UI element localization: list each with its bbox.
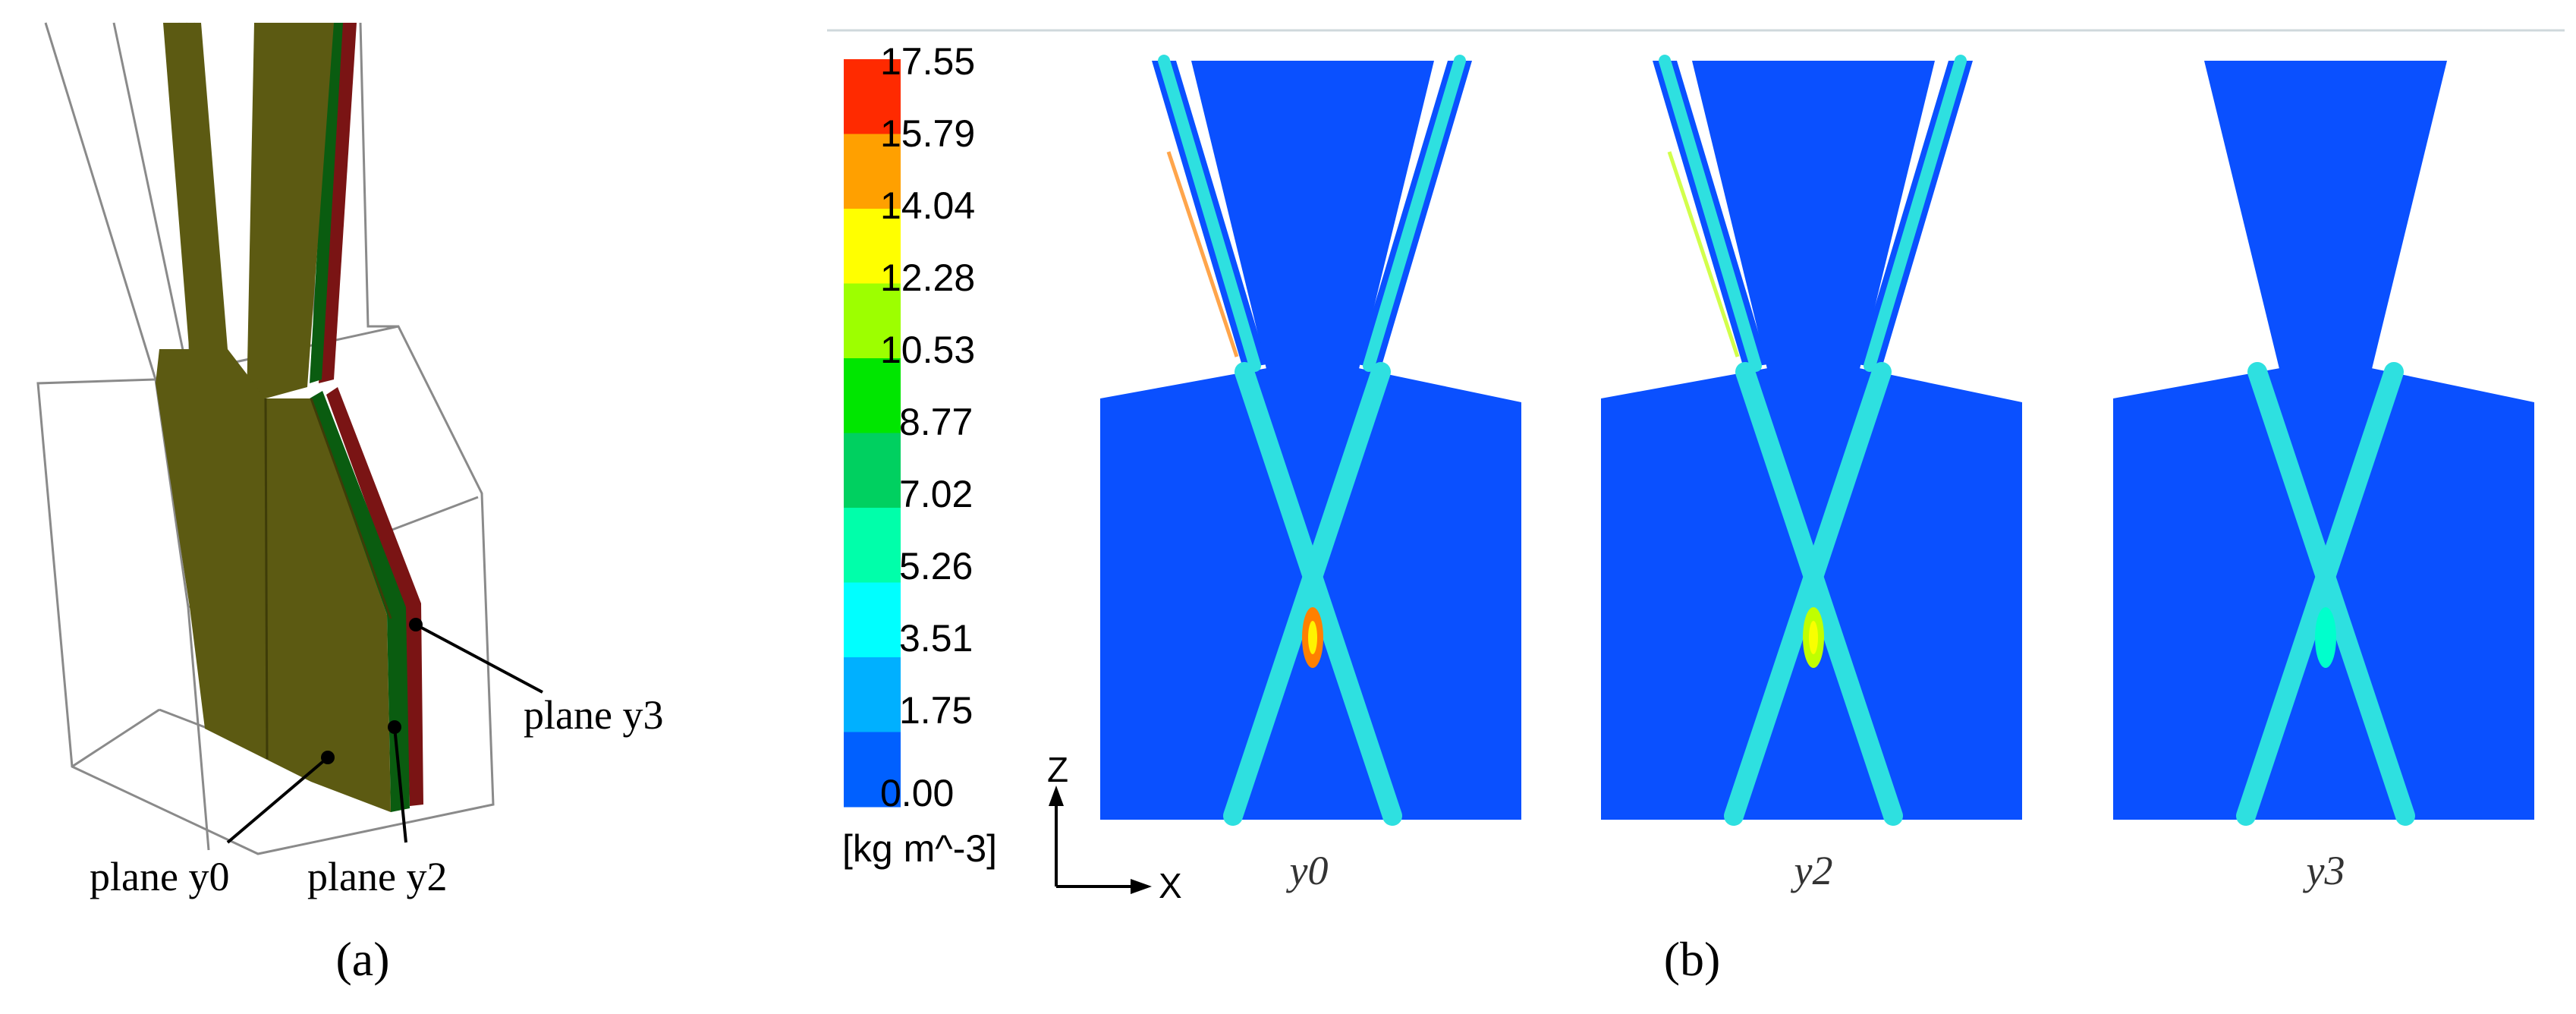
panel-b-label: (b) (1664, 932, 1721, 986)
upper-sheet-right (247, 23, 334, 402)
colorbar-swatch (844, 732, 901, 808)
panel-b: 17.55 15.79 14.04 12.28 10.53 8.77 7.02 … (827, 29, 2565, 986)
jet-collision-peak (2315, 607, 2336, 668)
axis-triad (1049, 786, 1152, 894)
jet-crossing-b (2236, 362, 2404, 826)
callout-y3 (409, 618, 543, 694)
plane-y0-edge (264, 398, 269, 760)
plane-y0-label: plane y0 (90, 854, 229, 899)
jet-upper-right (1864, 55, 1967, 372)
colorbar-swatch (844, 59, 901, 134)
colorbar (844, 59, 901, 808)
colorbar-tick: 7.02 (899, 473, 973, 515)
plane-y3-label: plane y3 (524, 692, 663, 738)
colorbar-swatch (844, 582, 901, 658)
plane-y0-edge-2 (310, 398, 392, 619)
jet-crossing-a (2247, 362, 2415, 826)
axis-z-label: Z (1047, 750, 1068, 789)
upper-sheet-left (163, 23, 228, 357)
jet-collision-core (1308, 621, 1317, 654)
colorbar-tick: 3.51 (899, 617, 973, 660)
colorbar-unit: [kg m^-3] (842, 827, 997, 870)
colorbar-tick: 5.26 (899, 545, 973, 587)
upper-sheet-y2 (310, 23, 343, 383)
colorbar-tick: 12.28 (880, 257, 975, 299)
contour-label-y3: y3 (2303, 848, 2345, 893)
jet-crossing-b (1223, 362, 1391, 826)
jet-upper-right (1363, 55, 1466, 372)
jet-upper-left (1659, 55, 1762, 372)
colorbar-tick: 10.53 (880, 329, 975, 371)
nozzle-funnel (2204, 61, 2447, 372)
colorbar-tick: 15.79 (880, 112, 975, 155)
colorbar-tick: 0.00 (880, 772, 954, 814)
jet-core-left (1166, 151, 1239, 357)
colorbar-swatch (844, 283, 901, 359)
jet-crossing-a (1735, 362, 1903, 826)
colorbar-swatch (844, 508, 901, 583)
jet-collision-core (1809, 621, 1818, 654)
colorbar-swatch (844, 358, 901, 433)
jet-crossing-b (1724, 362, 1892, 826)
contour-plot-y2 (1601, 55, 2022, 826)
colorbar-tick: 1.75 (899, 689, 973, 732)
contour-label-y2: y2 (1791, 848, 1833, 893)
contour-plot-y0 (1100, 55, 1521, 826)
colorbar-ticks: 17.55 15.79 14.04 12.28 10.53 8.77 7.02 … (880, 40, 975, 814)
axis-x-label: X (1159, 866, 1182, 905)
plane-y0-sheet (156, 349, 391, 812)
colorbar-swatch (844, 209, 901, 284)
plane-y2-label: plane y2 (307, 854, 447, 899)
plane-y3-sheet (326, 387, 423, 806)
callout-y2 (388, 720, 407, 843)
jet-crossing-a (1235, 362, 1402, 826)
nozzle-funnel (1191, 61, 1434, 372)
callout-y0 (226, 751, 335, 844)
colorbar-tick: 14.04 (880, 184, 975, 227)
jet-upper-left (1158, 55, 1261, 372)
upper-sheet-y3 (319, 23, 357, 383)
panel-a-label: (a) (335, 932, 389, 986)
jet-core-left (1667, 151, 1740, 357)
colorbar-tick: 17.55 (880, 40, 975, 83)
colorbar-tick: 8.77 (899, 401, 973, 443)
contour-label-y0: y0 (1286, 848, 1329, 893)
colorbar-swatch (844, 657, 901, 732)
contour-plot-y3 (2113, 61, 2534, 826)
colorbar-swatch (844, 134, 901, 209)
colorbar-swatch (844, 433, 901, 509)
panel-a: plane y3 plane y0 plane y2 (a) (36, 22, 663, 986)
nozzle-funnel (1692, 61, 1935, 372)
